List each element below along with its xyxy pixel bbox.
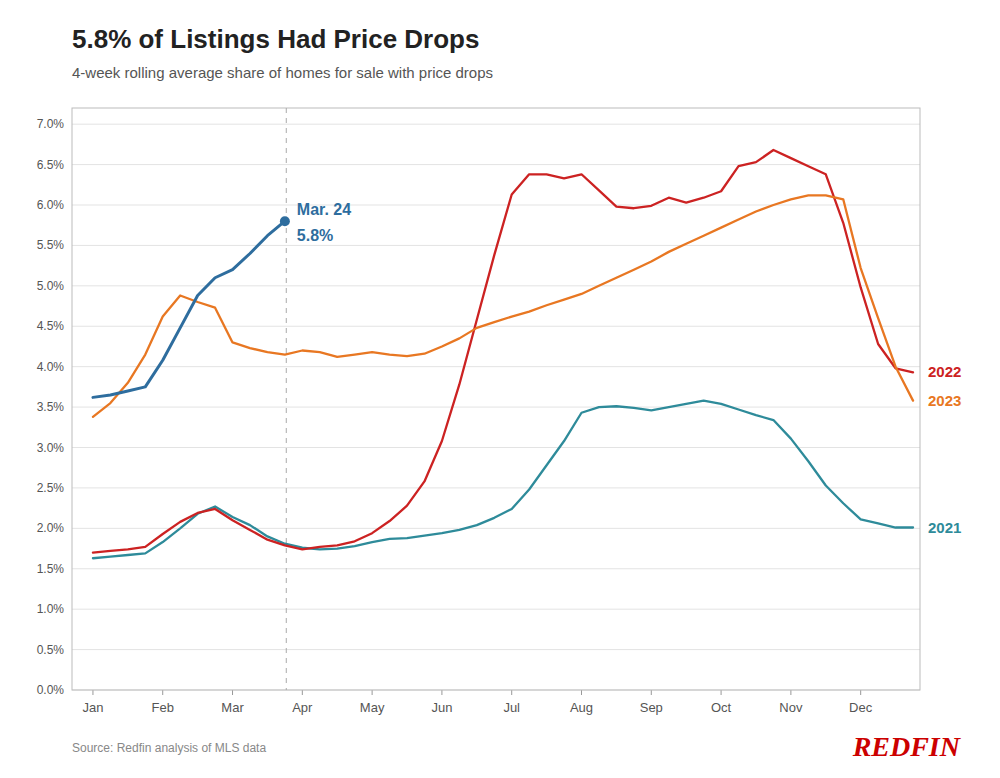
brand: REDFIN xyxy=(852,731,962,762)
plot-area xyxy=(93,108,913,690)
x-tick-label: Jul xyxy=(503,700,520,715)
y-tick-label: 4.5% xyxy=(37,319,65,333)
y-tick-label: 1.5% xyxy=(37,562,65,576)
x-tick-label: Aug xyxy=(570,700,593,715)
plot-frame xyxy=(72,108,920,690)
y-tick-label: 3.0% xyxy=(37,441,65,455)
y-tick-label: 6.5% xyxy=(37,158,65,172)
y-tick-label: 0.0% xyxy=(37,683,65,697)
grid-line xyxy=(72,205,920,206)
grid-line xyxy=(72,649,920,650)
grid-line xyxy=(72,285,920,286)
x-tick-label: Dec xyxy=(849,700,873,715)
grid-line xyxy=(72,366,920,367)
grid xyxy=(72,124,920,690)
chart: 5.8% of Listings Had Price Drops 4-week r… xyxy=(0,0,1000,778)
x-tick xyxy=(581,690,582,695)
series-label: 2023 xyxy=(928,392,961,409)
y-tick-label: 6.0% xyxy=(37,198,65,212)
x-tick-label: May xyxy=(360,700,385,715)
x-tick-label: Nov xyxy=(779,700,803,715)
y-tick-label: 3.5% xyxy=(37,400,65,414)
source: Source: Redfin analysis of MLS data xyxy=(72,741,266,755)
y-tick-label: 2.0% xyxy=(37,521,65,535)
title: 5.8% of Listings Had Price Drops xyxy=(72,24,479,54)
subtitle: 4-week rolling average share of homes fo… xyxy=(72,64,493,81)
x-tick xyxy=(441,690,442,695)
x-tick xyxy=(92,690,93,695)
series-line xyxy=(93,401,913,559)
grid-line xyxy=(72,528,920,529)
x-tick xyxy=(511,690,512,695)
x-tick xyxy=(721,690,722,695)
x-tick xyxy=(372,690,373,695)
x-tick-label: Feb xyxy=(152,700,174,715)
x-tick xyxy=(162,690,163,695)
series-label: 2021 xyxy=(928,519,961,536)
x-tick-label: Oct xyxy=(711,700,732,715)
y-tick-label: 5.5% xyxy=(37,238,65,252)
grid-line xyxy=(72,568,920,569)
series-line xyxy=(93,221,285,397)
y-tick-label: 7.0% xyxy=(37,117,65,131)
x-tick-label: Apr xyxy=(292,700,313,715)
x-tick-label: Jun xyxy=(431,700,452,715)
series-line xyxy=(93,150,913,553)
grid-line xyxy=(72,487,920,488)
grid-line xyxy=(72,407,920,408)
grid-line xyxy=(72,326,920,327)
grid-line xyxy=(72,447,920,448)
x-tick-label: Mar xyxy=(221,700,244,715)
y-tick-label: 0.5% xyxy=(37,643,65,657)
reference-line xyxy=(286,108,287,690)
x-tick xyxy=(232,690,233,695)
grid-line xyxy=(72,124,920,125)
grid-line xyxy=(72,609,920,610)
annotation-dot xyxy=(280,216,290,226)
y-tick-label: 1.0% xyxy=(37,602,65,616)
y-tick-label: 2.5% xyxy=(37,481,65,495)
x-tick-label: Sep xyxy=(640,700,663,715)
x-tick xyxy=(790,690,791,695)
series-line xyxy=(93,195,913,416)
x-tick xyxy=(302,690,303,695)
series-label: 2022 xyxy=(928,363,961,380)
y-tick-label: 4.0% xyxy=(37,360,65,374)
x-tick xyxy=(860,690,861,695)
x-tick xyxy=(651,690,652,695)
x-tick-label: Jan xyxy=(82,700,103,715)
annotation: Mar. 24 xyxy=(297,201,351,218)
annotation: 5.8% xyxy=(297,227,333,244)
grid-line xyxy=(72,164,920,165)
y-tick-label: 5.0% xyxy=(37,279,65,293)
